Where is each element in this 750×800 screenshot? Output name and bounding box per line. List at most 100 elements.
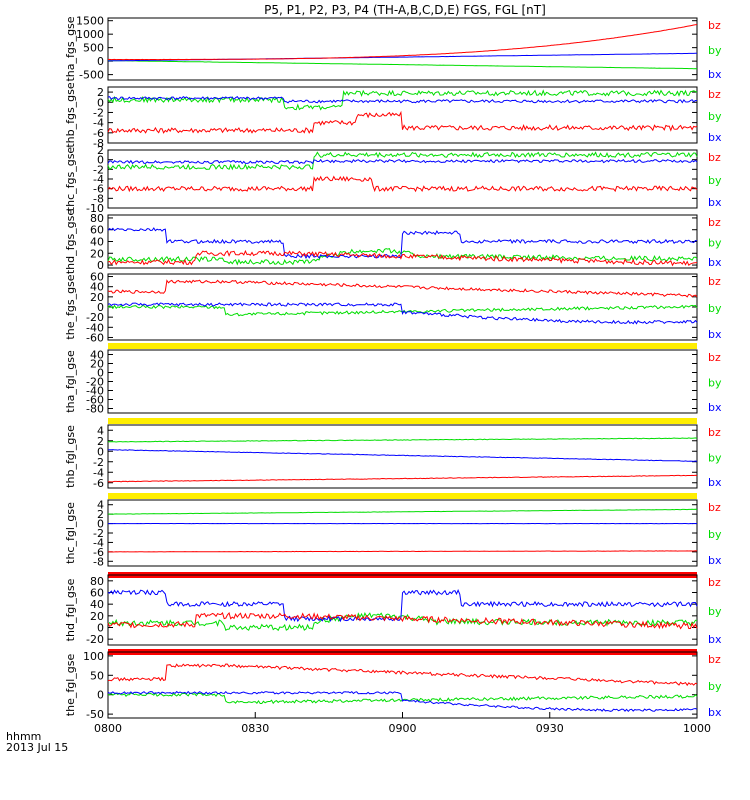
series-bx [107,589,698,623]
y-tick-label: 0 [97,55,104,68]
legend-bx: bx [708,196,722,209]
y-tick-label: 40 [90,349,104,362]
y-axis-label: the_fgs_gse [64,274,77,339]
legend-bx: bx [708,633,722,646]
y-tick-label: -500 [79,69,104,82]
y-tick-label: 50 [90,669,104,682]
y-tick-label: 60 [90,224,104,237]
legend-bz: bz [708,88,721,101]
panel-frame [107,424,698,489]
panel-thb_fgs_gse: 20-2-4-6-8 thb_fgs_gse bz by bx [64,82,722,150]
y-tick-label: 0 [97,259,104,272]
y-tick-label: -8 [93,192,104,205]
panel-frame [107,86,698,144]
panel-frame [107,17,698,81]
panel-frame [107,349,698,414]
legend-bz: bz [708,275,721,288]
series-by [107,611,698,632]
panel-frame [107,574,698,646]
y-tick-label: 0 [97,96,104,109]
y-tick-label: 2 [97,144,104,157]
legend-by: by [708,302,722,315]
series-bx [107,96,698,104]
y-tick-label: -2 [93,163,104,176]
series-by [107,89,698,111]
y-tick-label: 80 [90,575,104,588]
legend-by: by [708,377,722,390]
data-quality-bar [108,343,697,349]
legend-bz: bz [708,351,721,364]
y-tick-label: -60 [86,331,104,344]
y-tick-label: -8 [93,555,104,568]
y-axis-label: thd_fgs_gse [64,209,77,275]
series-bx [107,302,698,325]
y-tick-label: 2 [97,508,104,521]
series-bz [107,249,698,267]
legend-bz: bz [708,216,721,229]
y-tick-label: -2 [93,527,104,540]
series-bx [107,227,698,260]
y-tick-label: 0 [97,689,104,702]
legend-by: by [708,605,722,618]
y-tick-label: 0 [97,622,104,635]
x-tick-label: 0930 [536,722,564,735]
y-tick-label: 80 [90,212,104,225]
y-tick-label: 1000 [76,28,104,41]
y-axis-label: the_fgl_gse [64,654,77,717]
y-axis-label: thb_fgs_gse [64,82,77,148]
y-tick-label: 2 [97,435,104,448]
y-tick-label: -2 [93,106,104,119]
legend-bx: bx [708,328,722,341]
data-quality-bar [108,418,697,424]
y-tick-label: -4 [93,466,104,479]
y-tick-label: 500 [83,42,104,55]
y-tick-label: 1500 [76,15,104,28]
series-bz [107,175,698,193]
y-tick-label: -2 [93,456,104,469]
legend-bx: bx [708,131,722,144]
series-by [108,437,698,443]
y-tick-label: -4 [93,536,104,549]
y-tick-label: -80 [86,403,104,416]
y-tick-label: 20 [90,610,104,623]
legend-bx: bx [708,68,722,81]
y-tick-label: 0 [97,518,104,531]
panel-thc_fgs_gse: 20-2-4-6-8-10 thc_fgs_gse bz by bx [64,144,722,215]
y-tick-label: 40 [90,598,104,611]
legend-by: by [708,237,722,250]
y-tick-label: 60 [90,587,104,600]
x-axis-label: hhmm [6,730,41,743]
legend-bx: bx [708,256,722,269]
legend-bx: bx [708,706,722,719]
series-bx [107,690,698,713]
y-tick-label: -4 [93,117,104,130]
y-tick-label: 20 [90,358,104,371]
y-axis-label: thc_fgs_gse [64,147,77,212]
legend-bz: bz [708,501,721,514]
x-tick-label: 0800 [94,722,122,735]
y-tick-label: -40 [86,385,104,398]
y-tick-label: -6 [93,546,104,559]
series-bx [107,449,698,462]
y-axis-label: thc_fgl_gse [64,502,77,564]
series-by [107,151,698,171]
y-tick-label: -20 [86,376,104,389]
chart-title: P5, P1, P2, P3, P4 (TH-A,B,C,D,E) FGS, F… [264,3,546,17]
y-tick-label: 100 [83,650,104,663]
series-by [107,508,698,515]
series-bz [107,663,698,687]
y-tick-label: -8 [93,137,104,150]
y-axis-label: tha_fgs_gse [64,16,77,81]
y-tick-label: -20 [86,633,104,646]
series-bz [107,611,698,630]
legend-bx: bx [708,401,722,414]
y-tick-label: -20 [86,311,104,324]
series-bz [107,279,698,298]
y-tick-label: 4 [97,424,104,437]
y-tick-label: -6 [93,127,104,140]
panel-frame [107,149,698,209]
series-by [107,692,698,705]
